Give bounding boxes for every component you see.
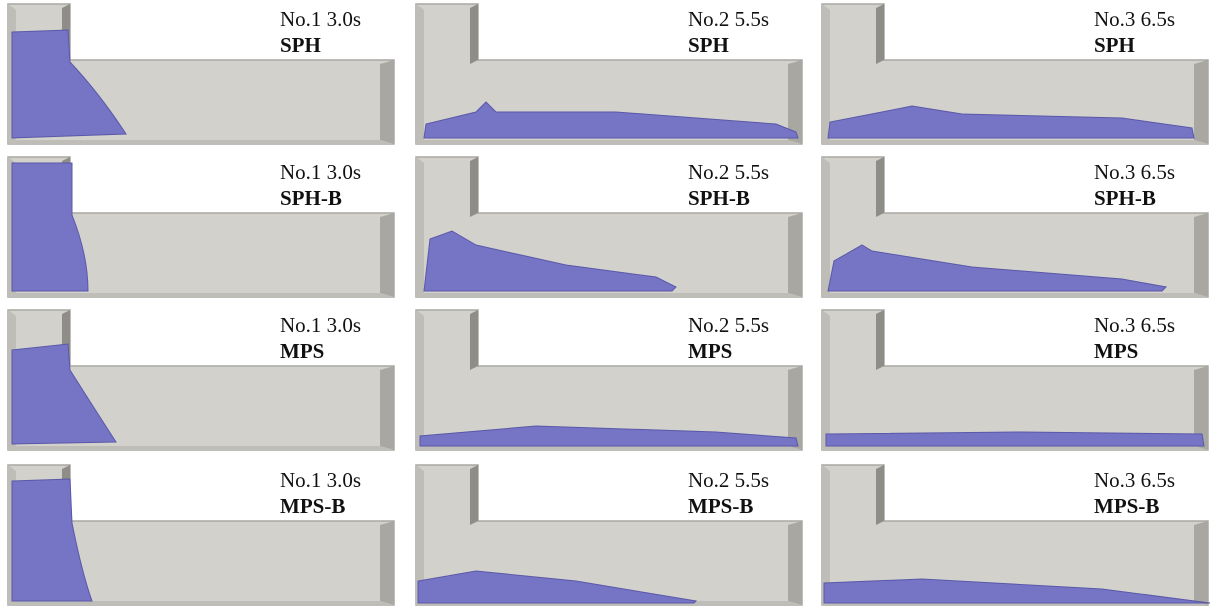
time-label: No.3 6.5s [1094,468,1175,492]
time-label: No.3 6.5s [1094,313,1175,337]
floor [8,293,394,297]
time-label: No.1 3.0s [280,313,361,337]
time-label: No.1 3.0s [280,468,361,492]
column-wall [876,465,884,525]
floor [822,293,1208,297]
time-label: No.3 6.5s [1094,160,1175,184]
floor [8,140,394,144]
end-wall [1194,60,1208,144]
method-label: MPS [280,339,324,363]
end-wall [1194,521,1208,605]
column-wall [876,157,884,217]
page: No.1 3.0sSPHNo.2 5.5sSPHNo.3 6.5sSPHNo.1… [0,0,1223,608]
floor [416,140,802,144]
method-label: SPH-B [280,186,342,210]
method-label: SPH-B [688,186,750,210]
method-label: MPS-B [280,494,345,518]
method-label: MPS-B [1094,494,1159,518]
column-wall [470,4,478,64]
floor [822,140,1208,144]
left-wall [822,4,830,144]
figure: No.1 3.0sSPHNo.2 5.5sSPHNo.3 6.5sSPHNo.1… [0,0,1223,608]
end-wall [380,60,394,144]
left-wall [822,310,830,450]
end-wall [380,213,394,297]
method-label: MPS [688,339,732,363]
method-label: SPH [1094,33,1135,57]
end-wall [380,366,394,450]
floor [822,446,1208,450]
fluid [12,163,88,291]
fluid [826,432,1204,446]
left-wall [416,310,424,450]
column-wall [470,157,478,217]
end-wall [380,521,394,605]
column-wall [876,4,884,64]
time-label: No.1 3.0s [280,7,361,31]
floor [416,293,802,297]
floor [416,446,802,450]
time-label: No.2 5.5s [688,468,769,492]
column-wall [470,310,478,370]
method-label: MPS-B [688,494,753,518]
left-wall [416,4,424,144]
time-label: No.2 5.5s [688,160,769,184]
method-label: SPH-B [1094,186,1156,210]
method-label: MPS [1094,339,1138,363]
left-wall [416,157,424,297]
time-label: No.2 5.5s [688,7,769,31]
floor [8,601,394,605]
time-label: No.3 6.5s [1094,7,1175,31]
floor [8,446,394,450]
method-label: SPH [688,33,729,57]
column-wall [470,465,478,525]
time-label: No.1 3.0s [280,160,361,184]
time-label: No.2 5.5s [688,313,769,337]
end-wall [788,213,802,297]
end-wall [1194,213,1208,297]
method-label: SPH [280,33,321,57]
end-wall [788,521,802,605]
left-wall [822,157,830,297]
column-wall [876,310,884,370]
